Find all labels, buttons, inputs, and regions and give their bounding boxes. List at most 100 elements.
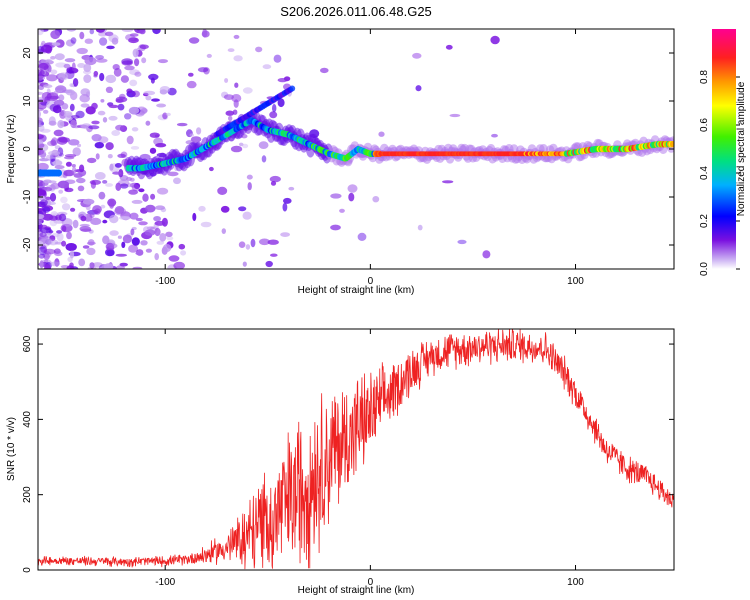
spectral-noise-blob — [38, 162, 49, 171]
snr-xtick-label: 100 — [567, 577, 584, 588]
spectral-noise-blob — [200, 221, 212, 228]
spectral-noise-blob — [206, 53, 212, 58]
spectrogram-xtick-label: 100 — [567, 276, 584, 287]
spectral-noise-blob — [80, 215, 87, 222]
spectrogram-xtick-label: -100 — [155, 276, 175, 287]
spectral-noise-blob — [128, 189, 139, 195]
spectral-noise-blob — [116, 265, 125, 269]
spectral-noise-blob — [50, 139, 57, 146]
spectral-noise-blob — [125, 34, 136, 41]
spectral-noise-blob — [46, 74, 58, 82]
spectral-noise-blob — [76, 143, 82, 148]
spectral-noise-blob — [258, 141, 269, 150]
spectral-noise-blob — [53, 99, 65, 106]
spectral-noise-blob — [159, 89, 168, 95]
spectral-noise-blob — [192, 212, 197, 222]
spectral-noise-blob — [51, 42, 61, 46]
spectral-noise-blob — [145, 204, 156, 213]
spectral-noise-blob — [71, 120, 77, 126]
spectral-noise-blob — [45, 46, 52, 54]
spectral-noise-blob — [69, 83, 74, 88]
spectral-noise-blob — [58, 189, 64, 194]
spectral-noise-blob — [109, 230, 119, 236]
spectral-noise-blob — [71, 164, 76, 168]
spectral-noise-blob — [99, 72, 105, 82]
spectral-noise-blob — [449, 113, 461, 118]
spectral-noise-blob — [115, 98, 124, 103]
spectral-noise-blob — [45, 201, 56, 206]
spectral-noise-blob — [165, 231, 173, 237]
spectral-noise-blob — [233, 55, 243, 62]
spectral-noise-blob — [38, 97, 46, 102]
spectral-noise-blob — [38, 134, 44, 140]
spectral-branch — [289, 85, 296, 92]
spectral-noise-blob — [65, 89, 75, 96]
spectral-noise-blob — [482, 250, 491, 259]
spectral-noise-blob — [43, 248, 56, 255]
spectral-noise-blob — [132, 48, 139, 58]
spectral-noise-blob — [48, 230, 54, 234]
spectral-noise-blob — [270, 181, 277, 186]
spectral-noise-blob — [133, 182, 141, 190]
colorbar-gradient — [712, 29, 736, 269]
spectral-noise-blob — [119, 93, 126, 100]
spectral-noise-blob — [108, 115, 118, 121]
spectral-noise-blob — [50, 56, 56, 60]
spectral-noise-blob — [40, 224, 48, 229]
spectral-noise-blob — [60, 111, 65, 116]
spectral-noise-blob — [106, 249, 115, 256]
spectral-noise-blob — [269, 111, 278, 119]
spectral-noise-blob — [54, 165, 65, 170]
spectral-noise-blob — [79, 223, 90, 227]
spectral-noise-blob — [89, 29, 95, 35]
spectral-noise-blob — [180, 250, 187, 256]
spectral-noise-blob — [269, 175, 281, 183]
spectral-noise-blob — [158, 59, 168, 64]
spectral-noise-blob — [98, 136, 109, 144]
spectral-noise-blob — [56, 230, 63, 234]
spectral-noise-blob — [80, 103, 90, 108]
spectral-noise-blob — [122, 234, 132, 244]
spectral-noise-blob — [49, 192, 57, 202]
spectral-noise-blob — [176, 122, 188, 127]
spectral-noise-blob — [83, 74, 92, 83]
spectral-noise-blob — [48, 239, 59, 246]
spectral-noise-blob — [221, 228, 226, 235]
spectral-noise-blob — [106, 45, 115, 50]
spectral-noise-blob — [131, 184, 140, 192]
spectral-noise-blob — [43, 84, 53, 89]
spectral-noise-blob — [40, 199, 48, 206]
spectral-noise-blob — [197, 67, 209, 73]
spectral-noise-blob — [166, 112, 171, 117]
spectral-noise-blob — [167, 171, 179, 177]
spectral-noise-blob — [282, 202, 288, 212]
spectral-noise-blob — [129, 177, 135, 182]
spectral-noise-blob — [84, 38, 94, 44]
spectral-noise-blob — [63, 63, 71, 69]
spectral-noise-blob — [98, 191, 106, 200]
spectral-noise-blob — [87, 239, 95, 246]
spectral-noise-blob — [72, 219, 79, 229]
spectral-noise-blob — [238, 142, 244, 147]
spectral-noise-blob — [320, 67, 329, 74]
spectral-noise-blob — [339, 208, 345, 213]
spectral-noise-blob — [39, 260, 44, 269]
spectral-noise-blob — [135, 251, 142, 255]
spectral-noise-blob — [288, 186, 295, 191]
spectral-noise-blob — [94, 142, 105, 149]
spectral-noise-blob — [490, 35, 500, 45]
spectral-noise-blob — [65, 161, 72, 167]
spectral-noise-blob — [38, 253, 45, 259]
spectral-noise-blob — [53, 90, 59, 96]
spectral-noise-blob — [227, 48, 235, 52]
spectral-noise-blob — [102, 117, 108, 123]
spectral-noise-blob — [129, 33, 139, 37]
spectral-noise-blob — [178, 243, 186, 250]
spectral-noise-blob — [105, 74, 117, 84]
spectral-noise-blob — [128, 106, 140, 115]
spectral-noise-blob — [100, 204, 106, 209]
spectral-noise-blob — [348, 192, 355, 202]
spectral-noise-blob — [139, 44, 149, 50]
spectrogram-ytick-label: 10 — [22, 95, 33, 107]
